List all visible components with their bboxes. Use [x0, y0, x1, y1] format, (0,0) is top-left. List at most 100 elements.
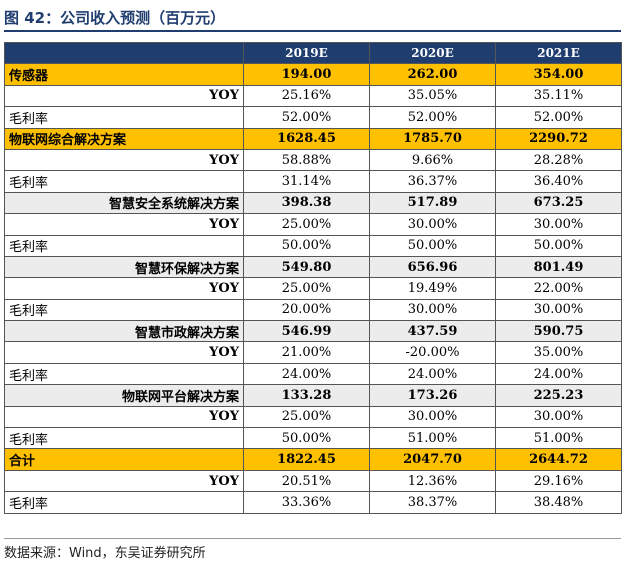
column-header-2019e: 2019E [243, 41, 370, 65]
value-cell-2020e: 30.00% [369, 405, 496, 429]
value-cell-2021e: 35.11% [495, 84, 622, 108]
table-row: 物联网平台解决方案 133.28 173.26 225.23 [4, 384, 622, 407]
row-label: YOY [4, 341, 244, 364]
value-cell-2021e: 2644.72 [495, 448, 622, 471]
row-label: 智慧安全系统解决方案 [4, 191, 244, 215]
row-label: 物联网平台解决方案 [4, 384, 244, 407]
value-cell-2019e: 20.00% [243, 298, 370, 322]
value-cell-2019e: 50.00% [243, 234, 370, 257]
row-label: YOY [4, 469, 244, 493]
table-row: YOY 25.00% 19.49% 22.00% [4, 277, 622, 300]
value-cell-2019e: 546.99 [243, 320, 370, 343]
value-cell-2019e: 25.00% [243, 405, 370, 429]
value-cell-2019e: 133.28 [243, 384, 370, 407]
table-row: 毛利率 52.00% 52.00% 52.00% [4, 106, 622, 129]
table-row: YOY 58.88% 9.66% 28.28% [4, 148, 622, 172]
value-cell-2020e: 52.00% [369, 106, 496, 129]
source-note: 数据来源：Wind，东吴证券研究所 [4, 538, 621, 566]
value-cell-2019e: 1628.45 [243, 127, 370, 150]
value-cell-2021e: 30.00% [495, 405, 622, 429]
figure-title: 图 42：公司收入预测（百万元） [4, 4, 621, 32]
table-row: YOY 25.00% 30.00% 30.00% [4, 213, 622, 236]
value-cell-2020e: 51.00% [369, 427, 496, 450]
value-cell-2020e: 50.00% [369, 234, 496, 257]
value-cell-2021e: 801.49 [495, 255, 622, 279]
row-label: 毛利率 [4, 170, 244, 193]
value-cell-2021e: 590.75 [495, 320, 622, 343]
value-cell-2021e: 22.00% [495, 277, 622, 300]
table-row: 传感器 194.00 262.00 354.00 [4, 63, 622, 86]
row-label: YOY [4, 213, 244, 236]
table-row: YOY 20.51% 12.36% 29.16% [4, 469, 622, 493]
column-header-2021e: 2021E [495, 41, 622, 65]
table-row: 合计 1822.45 2047.70 2644.72 [4, 448, 622, 471]
table-header-row: 2019E 2020E 2021E [4, 41, 622, 65]
value-cell-2021e: 52.00% [495, 106, 622, 129]
row-label: 毛利率 [4, 106, 244, 129]
value-cell-2020e: 173.26 [369, 384, 496, 407]
value-cell-2020e: 30.00% [369, 213, 496, 236]
value-cell-2021e: 36.40% [495, 170, 622, 193]
value-cell-2020e: 30.00% [369, 298, 496, 322]
row-label: 合计 [4, 448, 244, 471]
row-label: 毛利率 [4, 298, 244, 322]
value-cell-2021e: 28.28% [495, 148, 622, 172]
table-row: 智慧市政解决方案 546.99 437.59 590.75 [4, 320, 622, 343]
value-cell-2020e: -20.00% [369, 341, 496, 364]
value-cell-2019e: 25.00% [243, 213, 370, 236]
value-cell-2019e: 58.88% [243, 148, 370, 172]
table-row: 智慧安全系统解决方案 398.38 517.89 673.25 [4, 191, 622, 215]
value-cell-2019e: 31.14% [243, 170, 370, 193]
value-cell-2020e: 9.66% [369, 148, 496, 172]
value-cell-2019e: 50.00% [243, 427, 370, 450]
table-row: 物联网综合解决方案 1628.45 1785.70 2290.72 [4, 127, 622, 150]
value-cell-2021e: 673.25 [495, 191, 622, 215]
table-row: YOY 25.00% 30.00% 30.00% [4, 405, 622, 429]
value-cell-2020e: 2047.70 [369, 448, 496, 471]
row-label: 物联网综合解决方案 [4, 127, 244, 150]
row-label: 毛利率 [4, 362, 244, 386]
value-cell-2020e: 262.00 [369, 63, 496, 86]
value-cell-2021e: 30.00% [495, 213, 622, 236]
value-cell-2020e: 437.59 [369, 320, 496, 343]
table-row: 毛利率 33.36% 38.37% 38.48% [4, 491, 622, 514]
row-label: 毛利率 [4, 427, 244, 450]
column-header-2020e: 2020E [369, 41, 496, 65]
table-body: 传感器 194.00 262.00 354.00 YOY 25.16% 35.05% 35.1… [4, 63, 622, 514]
table-row: 毛利率 50.00% 50.00% 50.00% [4, 234, 622, 257]
row-label: 毛利率 [4, 234, 244, 257]
row-label: 智慧市政解决方案 [4, 320, 244, 343]
row-label: YOY [4, 84, 244, 108]
row-label: YOY [4, 148, 244, 172]
value-cell-2019e: 33.36% [243, 491, 370, 514]
table-row: 毛利率 24.00% 24.00% 24.00% [4, 362, 622, 386]
value-cell-2020e: 24.00% [369, 362, 496, 386]
table-row: YOY 21.00% -20.00% 35.00% [4, 341, 622, 364]
table-row: 毛利率 20.00% 30.00% 30.00% [4, 298, 622, 322]
value-cell-2021e: 50.00% [495, 234, 622, 257]
row-label: 传感器 [4, 63, 244, 86]
table-row: 智慧环保解决方案 549.80 656.96 801.49 [4, 255, 622, 279]
value-cell-2019e: 549.80 [243, 255, 370, 279]
value-cell-2020e: 517.89 [369, 191, 496, 215]
revenue-forecast-table: 2019E 2020E 2021E 传感器 194.00 262.00 354.00 Y… [4, 41, 622, 514]
table-row: YOY 25.16% 35.05% 35.11% [4, 84, 622, 108]
value-cell-2020e: 19.49% [369, 277, 496, 300]
header-corner-cell [4, 41, 244, 65]
value-cell-2019e: 25.00% [243, 277, 370, 300]
value-cell-2019e: 52.00% [243, 106, 370, 129]
value-cell-2021e: 38.48% [495, 491, 622, 514]
value-cell-2020e: 1785.70 [369, 127, 496, 150]
value-cell-2019e: 398.38 [243, 191, 370, 215]
row-label: YOY [4, 405, 244, 429]
value-cell-2021e: 2290.72 [495, 127, 622, 150]
value-cell-2021e: 51.00% [495, 427, 622, 450]
value-cell-2019e: 1822.45 [243, 448, 370, 471]
row-label: 毛利率 [4, 491, 244, 514]
value-cell-2021e: 30.00% [495, 298, 622, 322]
value-cell-2020e: 656.96 [369, 255, 496, 279]
row-label: YOY [4, 277, 244, 300]
table-row: 毛利率 31.14% 36.37% 36.40% [4, 170, 622, 193]
value-cell-2021e: 354.00 [495, 63, 622, 86]
value-cell-2019e: 21.00% [243, 341, 370, 364]
